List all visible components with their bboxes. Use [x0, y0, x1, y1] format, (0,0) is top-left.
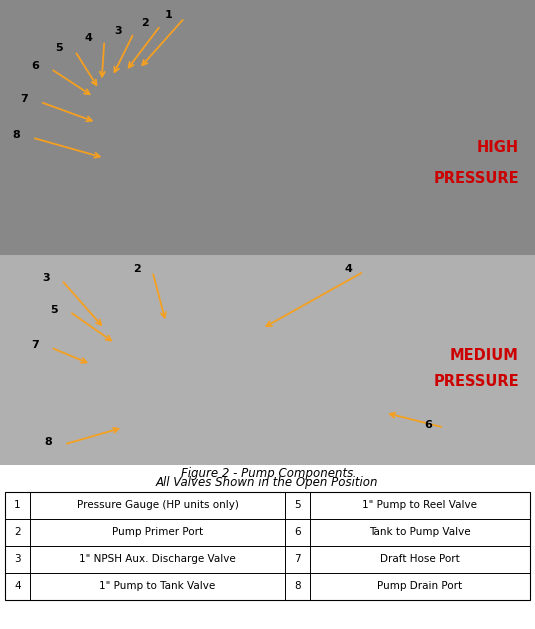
Text: 3: 3 — [42, 273, 50, 283]
Text: Tank to Pump Valve: Tank to Pump Valve — [369, 527, 471, 537]
Text: MEDIUM: MEDIUM — [450, 348, 519, 364]
Text: 1" NPSH Aux. Discharge Valve: 1" NPSH Aux. Discharge Valve — [79, 554, 236, 564]
Text: 7: 7 — [21, 94, 28, 104]
Text: 4: 4 — [14, 581, 21, 591]
Text: 1" Pump to Tank Valve: 1" Pump to Tank Valve — [100, 581, 216, 591]
Text: 6: 6 — [424, 420, 432, 430]
Text: 6: 6 — [31, 61, 39, 71]
Text: Pump Primer Port: Pump Primer Port — [112, 527, 203, 537]
Text: Pump Drain Port: Pump Drain Port — [377, 581, 463, 591]
Text: 2: 2 — [141, 18, 149, 28]
Text: 4: 4 — [85, 33, 93, 43]
Text: PRESSURE: PRESSURE — [433, 171, 519, 186]
Text: All Valves Shown in the Open Position: All Valves Shown in the Open Position — [156, 476, 378, 489]
Text: 1: 1 — [14, 500, 21, 510]
Text: HIGH: HIGH — [477, 140, 519, 155]
Text: 5: 5 — [56, 43, 63, 53]
Text: 6: 6 — [294, 527, 301, 537]
Text: 8: 8 — [13, 130, 20, 140]
Text: 7: 7 — [294, 554, 301, 564]
Text: 2: 2 — [133, 265, 141, 274]
Text: 3: 3 — [14, 554, 21, 564]
Text: PRESSURE: PRESSURE — [433, 374, 519, 389]
Text: Pressure Gauge (HP units only): Pressure Gauge (HP units only) — [77, 500, 239, 510]
Text: 1: 1 — [165, 10, 173, 20]
Text: Figure 2 - Pump Components: Figure 2 - Pump Components — [181, 467, 353, 480]
Text: 3: 3 — [114, 26, 122, 36]
Text: Draft Hose Port: Draft Hose Port — [380, 554, 460, 564]
Text: 5: 5 — [294, 500, 301, 510]
Bar — [5, 491, 530, 600]
Text: 8: 8 — [294, 581, 301, 591]
Text: 5: 5 — [50, 304, 58, 314]
Text: 4: 4 — [344, 265, 352, 274]
Text: 8: 8 — [45, 437, 52, 447]
Text: 2: 2 — [14, 527, 21, 537]
Text: 1" Pump to Reel Valve: 1" Pump to Reel Valve — [363, 500, 478, 510]
Text: 7: 7 — [32, 340, 39, 350]
